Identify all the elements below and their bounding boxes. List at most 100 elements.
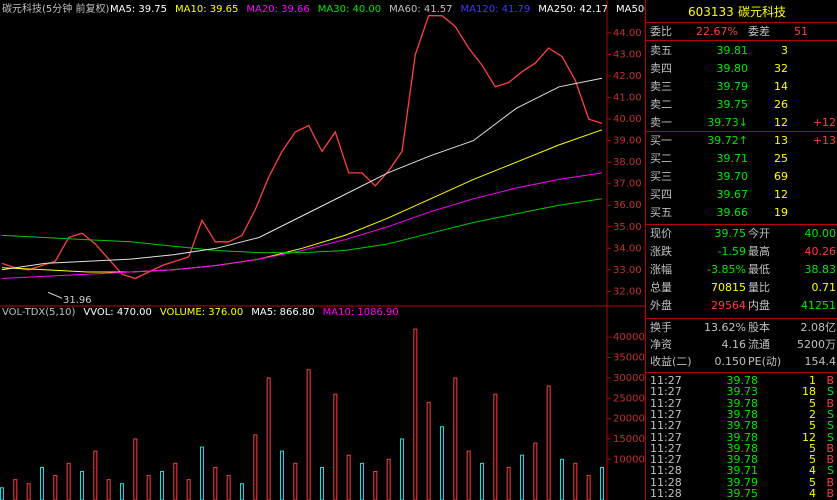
fund-label: 流通 [748,338,770,351]
book-label: 卖五 [650,44,672,57]
fund-label: 净资 [650,338,672,351]
separator [646,372,837,373]
vol-indicator: VVOL: 470.00 [83,307,152,318]
y-tick-label: 41.00 [613,93,642,104]
volume-bar [533,442,538,500]
trade-price: 39.78 [726,430,759,444]
book-price: 39.73↓ [707,116,748,129]
book-volume: 14 [774,80,788,93]
volume-bar [120,483,124,500]
trade-price: 39.75 [726,487,759,500]
trade-time: 11:27 [650,441,682,455]
volume-bar [226,475,231,500]
label: 委差 [748,25,770,38]
volume-bar [253,434,258,500]
trade-side: S [827,385,834,399]
volume-bar [453,377,458,500]
stat-label: 今开 [748,227,770,240]
stat-label: 最低 [748,263,770,276]
y-tick-label: 36.00 [613,200,642,211]
stat-value: 38.83 [804,263,837,276]
book-price: 39.79 [716,80,749,93]
ma-indicator: MA5: 39.75 [110,4,167,15]
book-price: 39.72↑ [707,134,748,147]
fund-label: 股本 [748,321,770,334]
trade-time: 11:27 [650,407,682,421]
volume-bar [200,446,204,500]
trade-time: 11:28 [650,475,682,489]
separator [646,40,837,41]
trade-side: S [827,430,834,444]
ma-indicator: MA30: 40.00 [318,4,381,15]
value: 22.67% [696,25,738,38]
volume-bar [13,479,18,500]
book-label: 卖一 [650,116,672,129]
fund-label: PE(动) [748,355,782,368]
quote-panel: 603133 碳元科技 委比 22.67% 委差 51 卖五 39.81 3 卖四 39.80 32 卖… [645,0,837,500]
stat-label: 外盘 [650,299,672,312]
volume-bar [240,483,244,500]
book-price: 39.70 [716,170,749,183]
volume-bar [333,393,338,500]
book-price: 39.75 [716,98,749,111]
trade-side: S [827,419,834,433]
book-volume: 19 [774,206,788,219]
stat-value: 39.75 [714,227,747,240]
trade-side: B [826,475,834,489]
book-volume: 12 [774,188,788,201]
y-tick-label: 38.00 [613,157,642,168]
fund-value: 4.16 [721,338,747,351]
volume-bar [133,438,138,500]
book-volume: 13 [774,134,788,147]
fund-label: 换手 [650,321,672,334]
volume-bar [93,450,98,500]
ma-indicator: MA500: 3 [616,4,645,15]
low-marker [47,291,63,299]
stock-code: 603133 [688,5,734,19]
volume-bar [266,377,271,500]
y-tick-label: 42.00 [613,71,642,82]
book-label: 买四 [650,188,672,201]
y-tick-label: 34.00 [613,243,642,254]
stat-value: 0.71 [811,281,837,294]
fund-value: 5200万 [797,338,836,351]
y-tick-label: 10000 [613,454,645,465]
book-volume: 3 [781,44,788,57]
volume-bar [306,369,311,500]
vol-indicator: VOLUME: 376.00 [160,307,243,318]
trade-time: 11:27 [650,430,682,444]
volume-bar [440,426,444,500]
y-tick-label: 43.00 [613,49,642,60]
stat-label: 涨跌 [650,245,672,258]
book-price: 39.81 [716,44,749,57]
volume-bar [40,466,44,500]
y-tick-label: 35000 [613,353,645,364]
separator [646,22,837,23]
volume-bar [106,479,111,500]
ma-indicator: MA60: 41.57 [389,4,452,15]
volume-bar [346,454,351,500]
book-volume: 25 [774,152,788,165]
trade-price: 39.78 [726,407,759,421]
trade-side: B [826,441,834,455]
book-change: +13 [812,134,836,147]
trade-time: 11:27 [650,396,682,410]
volume-bar [493,393,498,500]
volume-bar [80,471,84,500]
price-line [1,198,603,254]
volume-bar [320,466,324,500]
stat-value: 40.00 [804,227,837,240]
ma-indicator: MA250: 42.17 [538,4,608,15]
trade-volume: 4 [809,464,816,478]
vol-indicator: MA5: 866.80 [251,307,314,318]
book-volume: 26 [774,98,788,111]
volume-bar [186,479,191,500]
volume-bar [520,454,524,500]
trade-volume: 5 [809,441,816,455]
volume-bar [160,471,164,500]
volume-bar [66,462,71,500]
book-label: 买一 [650,134,672,147]
book-label: 买二 [650,152,672,165]
trade-price: 39.71 [726,464,759,478]
fund-label: 收益(二) [650,355,692,368]
